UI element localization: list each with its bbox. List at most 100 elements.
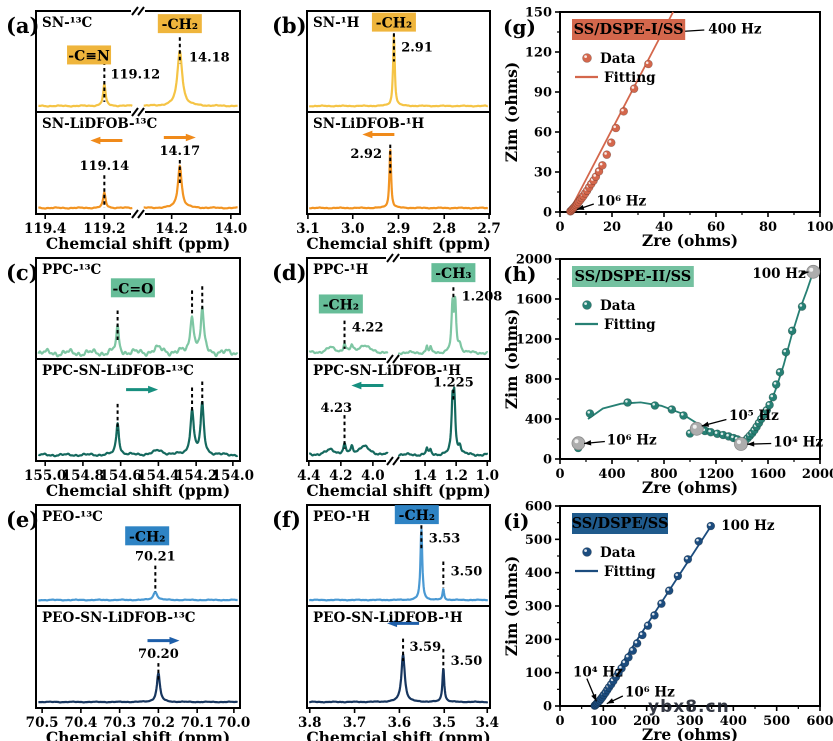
x-axis-label: Chemcial shift (ppm) xyxy=(306,481,490,500)
data-point-glint xyxy=(630,648,633,651)
spectrum-trace xyxy=(308,386,489,457)
annotation-label: 100 Hz xyxy=(721,518,775,534)
data-point-glint xyxy=(625,654,629,658)
watermark: ybx8.cn xyxy=(648,697,730,717)
y-axis-label: Zim (ohms) xyxy=(502,556,521,656)
group-tag-label: -C=O xyxy=(112,281,153,297)
group-tag-bg xyxy=(110,278,155,298)
panel-i-canvas: 0 100 200 300 400 500 600 0 100 200 300 400 500 600 Zr… xyxy=(502,500,833,741)
arrow-head xyxy=(606,698,615,704)
data-point-glint xyxy=(773,382,777,385)
panel-a: 119.12 14.18 -C≡N -CH₂ SN-¹³C 119.14 14.17 SN-L… xyxy=(0,0,262,253)
x-tick-label: 600 xyxy=(806,714,833,729)
x-tick-label: 70.5 xyxy=(26,715,59,731)
y-tick-label: 1200 xyxy=(516,333,552,348)
data-point-glint xyxy=(631,86,635,89)
x-tick-label: 1600 xyxy=(750,467,786,482)
x-tick-label: 1.2 xyxy=(444,468,468,484)
legend-data-label: Data xyxy=(600,298,636,314)
x-tick-label: 3.6 xyxy=(388,715,412,731)
y-tick-label: 600 xyxy=(525,500,552,515)
data-point xyxy=(643,621,653,630)
data-point-glint xyxy=(681,413,684,416)
y-tick-label: 400 xyxy=(525,566,552,581)
panel-b: 2.91 -CH₂ SN-¹H 2.92 SN-LiDFOB-¹H 3.1 3.0 2.9 2.… xyxy=(262,0,502,253)
spectrum-trace xyxy=(37,401,239,458)
x-axis-label: Chemcial shift (ppm) xyxy=(46,481,230,500)
group-tag-bg xyxy=(125,526,170,546)
group-tag-label: -CH₂ xyxy=(129,529,165,545)
spectrum-name: PEO-SN-LiDFOB-¹H xyxy=(313,610,463,626)
spectrum-trace xyxy=(308,33,489,108)
panel-e-canvas: 70.21 -CH₂ PEO-¹³C 70.20 PEO-SN-LiDFOB-¹³C 70… xyxy=(6,504,250,741)
panel-a-canvas: 119.12 14.18 -C≡N -CH₂ SN-¹³C 119.14 14.17SN-L… xyxy=(6,6,247,253)
data-point xyxy=(650,611,659,620)
data-point-glint xyxy=(613,125,616,129)
axis-break xyxy=(386,354,401,364)
legend-fitting-label: Fitting xyxy=(604,317,656,333)
arrow-head xyxy=(148,385,159,394)
y-tick-label: 120 xyxy=(525,46,552,61)
x-tick-label: 14.0 xyxy=(214,221,247,237)
axis-break xyxy=(386,253,401,263)
panel-c-canvas: -C=OPPC-¹³CPPC-SN-LiDFOB-¹³C155.0154.815… xyxy=(6,257,254,500)
x-tick-label: 300 xyxy=(676,714,703,729)
axis-frame xyxy=(559,505,821,707)
data-point xyxy=(771,380,781,389)
spectrum-name: PEO-¹³C xyxy=(42,509,103,525)
axis-break xyxy=(131,107,145,117)
arrow-head xyxy=(576,204,585,210)
panel-letter: (c) xyxy=(6,260,39,285)
axis-break-slash xyxy=(137,6,145,16)
data-point xyxy=(585,409,595,418)
annotation-label: 10⁶ Hz xyxy=(596,193,646,209)
x-tick-label: 500 xyxy=(763,714,790,729)
data-point-glint xyxy=(639,632,643,636)
group-tag-bg xyxy=(157,14,202,34)
data-point xyxy=(683,555,693,564)
peak-value-label: 3.53 xyxy=(429,531,461,546)
data-point xyxy=(787,326,797,336)
x-tick-label: 200 xyxy=(633,714,660,729)
data-point xyxy=(602,150,612,159)
data-point-glint xyxy=(625,400,628,403)
panel-letter: (a) xyxy=(6,13,39,38)
y-tick-label: 800 xyxy=(525,373,552,388)
y-tick-label: 100 xyxy=(525,666,552,681)
x-tick-label: 400 xyxy=(720,714,747,729)
data-point-glint xyxy=(714,431,718,434)
legend-marker-icon xyxy=(582,53,592,63)
data-point xyxy=(657,599,666,608)
peak-value-label: 4.23 xyxy=(320,401,352,416)
data-point-glint xyxy=(652,403,655,406)
data-point xyxy=(623,398,632,407)
data-point-glint xyxy=(770,394,774,398)
data-point xyxy=(644,59,653,69)
axis-break-slash xyxy=(386,253,394,263)
x-tick-label: 0 xyxy=(555,467,564,482)
x-axis-label: Chemcial shift (ppm) xyxy=(306,234,490,253)
data-point-glint xyxy=(685,556,688,560)
group-tag-label: -CH₂ xyxy=(162,17,198,33)
panel-letter: (d) xyxy=(272,260,307,285)
legend-marker-icon xyxy=(582,300,592,310)
panel-h: 0 400 800 1200 1600 2000 0 400 800 1200 1600 2000 Zr… xyxy=(502,247,833,498)
arrow-head xyxy=(351,381,362,390)
data-point xyxy=(628,646,638,655)
data-point-glint xyxy=(634,640,638,644)
axis-break-slash xyxy=(386,354,394,364)
x-tick-label: 154.8 xyxy=(62,468,104,484)
peak-value-label: 14.17 xyxy=(159,144,200,159)
axis-break-slash xyxy=(131,107,139,117)
group-tag-label: -CH₂ xyxy=(399,508,435,524)
panel-g: 0 20 40 60 80 100 0 30 60 90 120 150 Zre (ohms) Zim (… xyxy=(502,0,833,251)
group-tag-label: -CH₃ xyxy=(435,266,471,282)
x-tick-label: 4.2 xyxy=(329,468,353,484)
legend-marker-glint xyxy=(584,302,587,305)
spectrum-trace xyxy=(308,528,489,602)
y-tick-label: 1600 xyxy=(516,293,552,308)
group-tag-bg xyxy=(318,294,363,314)
x-tick-label: 1.0 xyxy=(476,468,500,484)
x-tick-label: 3.4 xyxy=(476,715,500,731)
